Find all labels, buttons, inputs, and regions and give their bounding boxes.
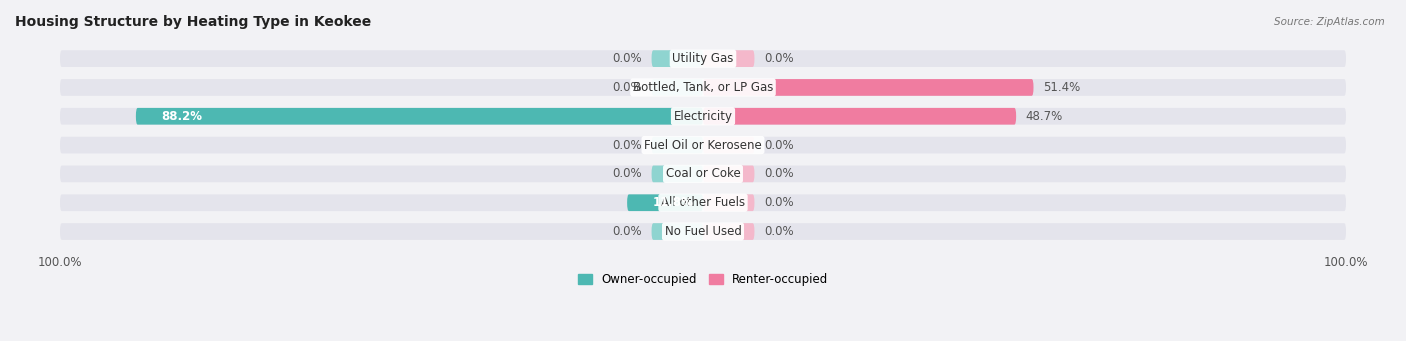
FancyBboxPatch shape [60, 194, 1346, 211]
Text: Source: ZipAtlas.com: Source: ZipAtlas.com [1274, 17, 1385, 27]
Text: 0.0%: 0.0% [763, 196, 794, 209]
FancyBboxPatch shape [651, 50, 703, 67]
Text: 0.0%: 0.0% [763, 138, 794, 152]
FancyBboxPatch shape [651, 79, 703, 96]
FancyBboxPatch shape [651, 223, 703, 240]
FancyBboxPatch shape [627, 194, 703, 211]
FancyBboxPatch shape [60, 223, 1346, 240]
FancyBboxPatch shape [703, 50, 755, 67]
Text: 0.0%: 0.0% [612, 52, 643, 65]
FancyBboxPatch shape [651, 165, 703, 182]
Text: 0.0%: 0.0% [612, 167, 643, 180]
Text: 0.0%: 0.0% [612, 81, 643, 94]
Legend: Owner-occupied, Renter-occupied: Owner-occupied, Renter-occupied [572, 268, 834, 291]
Text: Fuel Oil or Kerosene: Fuel Oil or Kerosene [644, 138, 762, 152]
Text: 0.0%: 0.0% [612, 138, 643, 152]
Text: 48.7%: 48.7% [1026, 110, 1063, 123]
FancyBboxPatch shape [651, 137, 703, 153]
Text: 11.8%: 11.8% [652, 196, 693, 209]
FancyBboxPatch shape [60, 137, 1346, 153]
FancyBboxPatch shape [60, 79, 1346, 96]
FancyBboxPatch shape [136, 108, 703, 124]
Text: 0.0%: 0.0% [763, 52, 794, 65]
Text: 88.2%: 88.2% [162, 110, 202, 123]
Text: All other Fuels: All other Fuels [661, 196, 745, 209]
Text: Coal or Coke: Coal or Coke [665, 167, 741, 180]
FancyBboxPatch shape [703, 137, 755, 153]
Text: 0.0%: 0.0% [763, 225, 794, 238]
FancyBboxPatch shape [703, 108, 1017, 124]
FancyBboxPatch shape [60, 165, 1346, 182]
FancyBboxPatch shape [703, 223, 755, 240]
FancyBboxPatch shape [703, 194, 755, 211]
Text: Housing Structure by Heating Type in Keokee: Housing Structure by Heating Type in Keo… [15, 15, 371, 29]
FancyBboxPatch shape [60, 50, 1346, 67]
Text: Utility Gas: Utility Gas [672, 52, 734, 65]
Text: Electricity: Electricity [673, 110, 733, 123]
Text: 51.4%: 51.4% [1043, 81, 1080, 94]
FancyBboxPatch shape [60, 108, 1346, 124]
Text: 0.0%: 0.0% [612, 225, 643, 238]
FancyBboxPatch shape [703, 79, 1033, 96]
Text: Bottled, Tank, or LP Gas: Bottled, Tank, or LP Gas [633, 81, 773, 94]
Text: 0.0%: 0.0% [763, 167, 794, 180]
Text: No Fuel Used: No Fuel Used [665, 225, 741, 238]
FancyBboxPatch shape [703, 165, 755, 182]
